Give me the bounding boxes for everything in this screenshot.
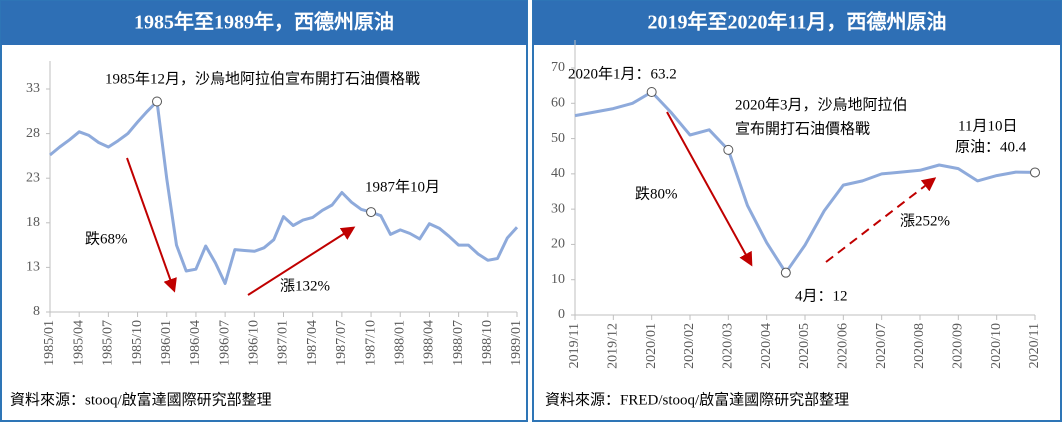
x-tick-label: 1989/01 [509,320,524,366]
annotation: 漲252% [900,212,950,229]
x-tick-label: 2020/09 [951,323,966,369]
x-tick-label: 1988/10 [480,320,495,366]
x-tick-label: 1986/07 [217,320,232,366]
x-tick-label: 1988/01 [392,320,407,366]
point-marker [152,96,163,107]
annotation: 跌68% [85,230,128,247]
x-tick-label: 1986/10 [247,320,262,366]
point-marker [780,267,791,278]
x-tick-label: 2020/02 [682,323,697,369]
y-tick-label: 60 [551,96,565,111]
x-tick-label: 2020/11 [1027,323,1042,368]
panel-header [533,1,1061,45]
x-tick-label: 2020/08 [912,323,927,369]
annotation: 2020年1月：63.2 [568,65,677,82]
arrow [247,226,356,296]
annotation: 原油：40.4 [955,138,1027,155]
x-tick-label: 2020/01 [644,323,659,369]
point-marker [723,144,734,155]
x-tick-label: 2020/07 [874,323,889,369]
annotation: 跌80% [635,185,678,202]
annotation: 2020年3月，沙烏地阿拉伯 [735,96,908,113]
annotation: 11月10日 [958,118,1017,134]
y-tick-label: 70 [551,60,565,75]
x-tick-label: 2020/10 [989,323,1004,369]
arrow [126,157,177,293]
panel-title: 1985年至1989年，西德州原油 [134,10,394,34]
y-tick-label: 20 [551,237,565,252]
y-tick-label: 33 [26,81,40,96]
x-tick-label: 1986/04 [188,320,203,366]
y-tick-label: 0 [558,307,565,322]
x-tick-label: 2019/11 [567,323,582,368]
line-series [49,100,519,285]
source: 資料來源：FRED/stooq/啟富達國際研究部整理 [545,390,849,408]
x-tick-label: 1985/10 [130,320,145,366]
panel [0,0,528,422]
x-tick-label: 1985/01 [42,320,57,366]
y-tick-label: 8 [33,304,40,319]
y-tick-label: 23 [26,170,40,185]
arrow [825,177,937,263]
x-tick-label: 2020/06 [836,323,851,369]
plot: 8 13 18 23 28 33 1985/01 1985/04 1985/07 1985/10 1… [26,61,524,366]
x-tick-label: 1986/01 [159,320,174,366]
y-tick-label: 18 [26,215,40,230]
x-tick-label: 1988/07 [451,320,466,366]
y-tick-label: 40 [551,166,565,181]
x-tick-label: 1985/07 [101,320,116,366]
arrow [666,111,753,267]
panel-title: 2019年至2020年11月，西德州原油 [648,10,947,34]
annotation: 漲132% [280,277,330,294]
source: 資料來源：stooq/啟富達國際研究部整理 [10,390,272,408]
point-marker [1030,167,1040,178]
y-tick-label: 10 [551,272,565,287]
x-tick-label: 1985/04 [71,320,86,366]
y-tick-label: 30 [551,201,565,216]
x-tick-label: 1987/01 [276,320,291,366]
annotation: 1985年12月，沙烏地阿拉伯宣布開打石油價格戰 [105,70,420,87]
point-marker [646,86,657,97]
x-tick-label: 1987/10 [363,320,378,366]
annotation: 宣布開打石油價格戰 [735,120,870,137]
x-tick-label: 1987/07 [334,320,349,366]
x-tick-label: 2019/12 [606,323,621,369]
point-marker [366,207,377,218]
y-tick-label: 50 [551,131,565,146]
y-tick-label: 28 [26,126,40,141]
annotation: 4月：12 [795,288,848,304]
annotation: 1987年10月 [365,178,440,195]
x-tick-label: 2020/03 [721,323,736,369]
panel-header [1,1,527,45]
x-tick-label: 2020/04 [759,323,774,369]
y-tick-label: 13 [26,260,40,275]
x-tick-label: 1988/04 [422,320,437,366]
x-tick-label: 1987/04 [305,320,320,366]
x-tick-label: 2020/05 [797,323,812,369]
